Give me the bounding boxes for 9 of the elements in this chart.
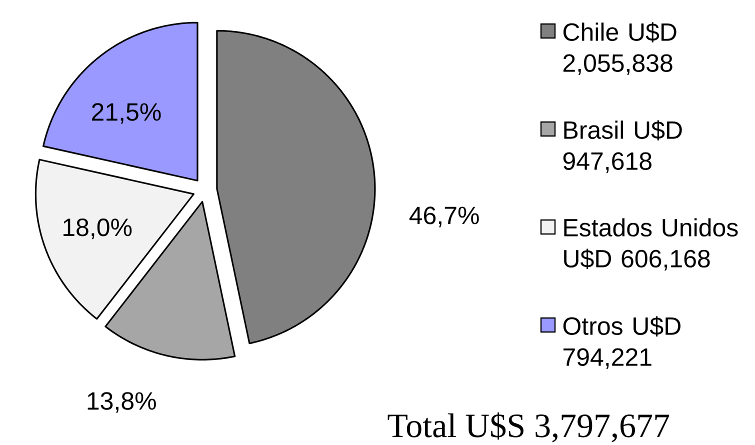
data-label: 13,8%	[88, 392, 156, 413]
data-label: 46,7%	[409, 206, 479, 228]
legend-label: Otros U$D 794,221	[563, 316, 680, 369]
legend-label: Chile U$D 2,055,838	[563, 22, 676, 75]
legend-label: Brasil U$D 947,618	[563, 120, 682, 173]
data-label: 21,5%	[92, 103, 161, 124]
legend-label: Estados Unidos U$D 606,168	[564, 218, 738, 271]
data-label: 18,0%	[64, 218, 132, 240]
text: Total U$S 3,797,677	[388, 412, 670, 442]
